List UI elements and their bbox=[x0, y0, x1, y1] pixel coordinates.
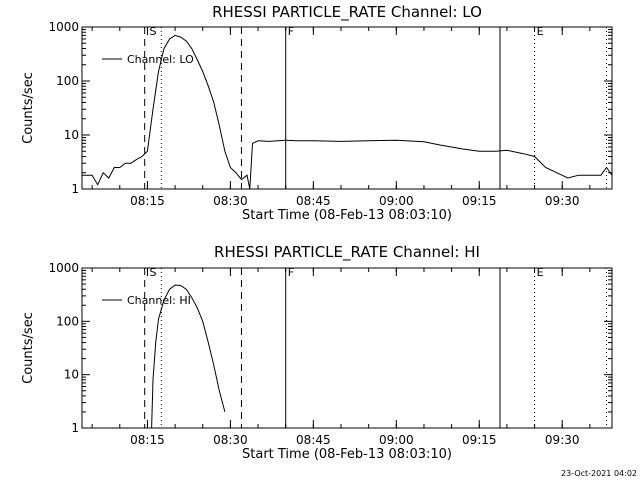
series-line bbox=[82, 34, 613, 190]
y-tick-label: 10 bbox=[64, 128, 79, 142]
y-tick-label: 10 bbox=[64, 368, 79, 382]
x-tick-label: 09:00 bbox=[379, 433, 414, 447]
marker-label-e: E bbox=[537, 25, 544, 38]
x-axis-label: Start Time (08-Feb-13 08:03:10) bbox=[242, 208, 452, 223]
x-tick-label: 09:15 bbox=[462, 194, 497, 208]
panel-hi-channel: RHESSI PARTICLE_RATE Channel: HI 1 10 100 10… bbox=[21, 243, 613, 462]
panel-lo-channel: RHESSI PARTICLE_RATE Channel: LO 1 10 100 10… bbox=[21, 3, 613, 223]
y-tick-label: 1 bbox=[71, 182, 79, 196]
x-tick-label: 08:45 bbox=[296, 433, 331, 447]
marker-label-f: F bbox=[288, 25, 294, 38]
y-tick-label: 1000 bbox=[48, 261, 79, 275]
y-axis-label: Counts/sec bbox=[21, 312, 36, 384]
chart-title: RHESSI PARTICLE_RATE Channel: HI bbox=[214, 243, 480, 262]
marker-label-e: E bbox=[537, 266, 544, 279]
series-line bbox=[151, 284, 226, 429]
x-tick-label: 09:30 bbox=[545, 433, 580, 447]
x-tick-label: 09:15 bbox=[462, 433, 497, 447]
marker-label-s: S bbox=[149, 25, 156, 38]
x-tick-label: 09:00 bbox=[379, 194, 414, 208]
timestamp-footer: 23-Oct-2021 04:02 bbox=[561, 469, 637, 478]
plot-frame bbox=[81, 26, 613, 190]
x-tick-label: 09:30 bbox=[545, 194, 580, 208]
x-axis-label: Start Time (08-Feb-13 08:03:10) bbox=[242, 447, 452, 462]
y-tick-label: 100 bbox=[56, 314, 79, 328]
marker-label-f: F bbox=[288, 266, 294, 279]
y-axis-label: Counts/sec bbox=[21, 72, 36, 144]
plot-frame bbox=[81, 267, 613, 429]
y-tick-label: 1000 bbox=[48, 20, 79, 34]
marker-label-s: S bbox=[149, 266, 156, 279]
y-tick-label: 1 bbox=[71, 421, 79, 435]
x-tick-label: 08:45 bbox=[296, 194, 331, 208]
legend-label: Channel: LO bbox=[127, 53, 194, 66]
legend-label: Channel: HI bbox=[127, 294, 191, 307]
x-tick-label: 08:30 bbox=[213, 433, 248, 447]
x-tick-label: 08:15 bbox=[130, 194, 165, 208]
x-tick-label: 08:30 bbox=[213, 194, 248, 208]
chart-title: RHESSI PARTICLE_RATE Channel: LO bbox=[212, 3, 482, 22]
x-tick-label: 08:15 bbox=[130, 433, 165, 447]
y-tick-label: 100 bbox=[56, 74, 79, 88]
